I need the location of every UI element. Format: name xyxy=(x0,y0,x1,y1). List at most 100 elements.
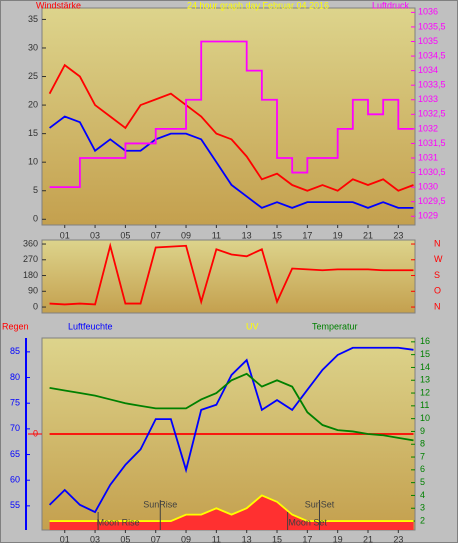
x-tick-label: 13 xyxy=(242,230,252,240)
y2-tick-label: 5 xyxy=(420,477,425,487)
x-tick-label: 21 xyxy=(363,534,373,543)
x-tick-label: 13 xyxy=(242,534,252,543)
x-tick-label: 05 xyxy=(120,230,130,240)
y2-tick-label: 3 xyxy=(420,503,425,513)
y-tick-label: 10 xyxy=(28,157,38,167)
x-tick-label: 09 xyxy=(181,230,191,240)
y2-tick-label: S xyxy=(434,270,440,280)
x-tick-label: 17 xyxy=(302,534,312,543)
annotation: SunRise xyxy=(143,499,177,509)
x-tick-label: 09 xyxy=(181,534,191,543)
series-line xyxy=(49,372,414,442)
legend-label: Temperatur xyxy=(312,321,358,331)
plot-area xyxy=(41,239,416,314)
y3-tick-label: 0 xyxy=(33,428,38,438)
y2-tick-label: 1032 xyxy=(418,123,438,133)
y2-tick-label: 9 xyxy=(420,426,425,436)
x-tick-label: 01 xyxy=(60,230,70,240)
chart-title: 24 hour graph day Februar 04 2016 xyxy=(187,0,329,10)
y2-tick-label: 1029,5 xyxy=(418,196,446,206)
y-tick-label: 85 xyxy=(10,346,20,356)
y-tick-label: 20 xyxy=(28,99,38,109)
y-tick-label: 80 xyxy=(10,372,20,382)
y2-tick-label: 1036 xyxy=(418,7,438,17)
y-tick-label: 60 xyxy=(10,475,20,485)
y-tick-label: 15 xyxy=(28,128,38,138)
y-tick-label: 90 xyxy=(28,286,38,296)
y2-tick-label: 10 xyxy=(420,413,430,423)
y2-tick-label: 7 xyxy=(420,451,425,461)
y2-tick-label: 14 xyxy=(420,362,430,372)
y2-tick-label: 1029 xyxy=(418,211,438,221)
y-tick-label: 180 xyxy=(23,270,38,280)
y-tick-label: 65 xyxy=(10,449,20,459)
legend-label: Regen xyxy=(2,321,29,331)
x-tick-label: 17 xyxy=(302,230,312,240)
x-tick-label: 03 xyxy=(90,534,100,543)
series-line xyxy=(49,242,414,306)
legend-label: UV xyxy=(246,321,259,331)
series-line xyxy=(49,40,414,189)
y-tick-label: 270 xyxy=(23,254,38,264)
y2-axis-label: Luftdruck xyxy=(372,0,410,10)
x-tick-label: 03 xyxy=(90,230,100,240)
y2-tick-label: 15 xyxy=(420,349,430,359)
y2-tick-label: 1035 xyxy=(418,36,438,46)
y2-tick-label: N xyxy=(434,301,441,311)
y2-tick-label: 4 xyxy=(420,490,425,500)
y2-tick-label: 16 xyxy=(420,336,430,346)
x-tick-label: 23 xyxy=(393,230,403,240)
y-tick-label: 360 xyxy=(23,238,38,248)
y2-tick-label: 1031,5 xyxy=(418,138,446,148)
y2-tick-label: 2 xyxy=(420,515,425,525)
x-tick-label: 05 xyxy=(120,534,130,543)
y-tick-label: 5 xyxy=(33,185,38,195)
y2-tick-label: 1032,5 xyxy=(418,109,446,119)
y2-tick-label: W xyxy=(434,254,443,264)
y-tick-label: 30 xyxy=(28,42,38,52)
y2-tick-label: 1035,5 xyxy=(418,21,446,31)
x-tick-label: 19 xyxy=(333,534,343,543)
y2-tick-label: 12 xyxy=(420,387,430,397)
annotation: Moon Set xyxy=(288,517,327,527)
y2-tick-label: 1033,5 xyxy=(418,80,446,90)
y2-tick-label: 8 xyxy=(420,439,425,449)
y2-tick-label: 1034,5 xyxy=(418,50,446,60)
series-line xyxy=(49,115,414,209)
x-tick-label: 19 xyxy=(333,230,343,240)
x-tick-label: 11 xyxy=(212,534,221,543)
legend-label: Luftfeuchte xyxy=(68,321,113,331)
y2-tick-label: 11 xyxy=(420,400,429,410)
y2-tick-label: 1034 xyxy=(418,65,438,75)
x-tick-label: 15 xyxy=(272,534,282,543)
annotation: SunSet xyxy=(305,499,335,509)
y2-tick-label: 13 xyxy=(420,375,430,385)
y2-tick-label: 6 xyxy=(420,464,425,474)
series-line xyxy=(48,63,414,192)
y-tick-label: 75 xyxy=(10,398,20,408)
y-tick-label: 55 xyxy=(10,500,20,510)
y-tick-label: 70 xyxy=(10,423,20,433)
annotation: Moon Rise xyxy=(97,517,140,527)
x-tick-label: 01 xyxy=(60,534,70,543)
y2-tick-label: N xyxy=(434,238,441,248)
x-tick-label: 23 xyxy=(393,534,403,543)
y-tick-label: 25 xyxy=(28,71,38,81)
y2-tick-label: 1030 xyxy=(418,182,438,192)
x-tick-label: 21 xyxy=(363,230,373,240)
x-tick-label: 07 xyxy=(151,230,161,240)
y-tick-label: 0 xyxy=(33,301,38,311)
y2-tick-label: 1033 xyxy=(418,94,438,104)
x-tick-label: 07 xyxy=(151,534,161,543)
x-tick-label: 11 xyxy=(212,230,221,240)
x-tick-label: 15 xyxy=(272,230,282,240)
series-line xyxy=(48,346,414,514)
y-tick-label: 35 xyxy=(28,14,38,24)
series-line xyxy=(49,494,414,522)
y-tick-label: 0 xyxy=(33,214,38,224)
plot-area xyxy=(41,7,416,226)
y2-tick-label: O xyxy=(434,286,441,296)
y-axis-label: Windstärke xyxy=(36,0,81,10)
y2-tick-label: 1030,5 xyxy=(418,167,446,177)
